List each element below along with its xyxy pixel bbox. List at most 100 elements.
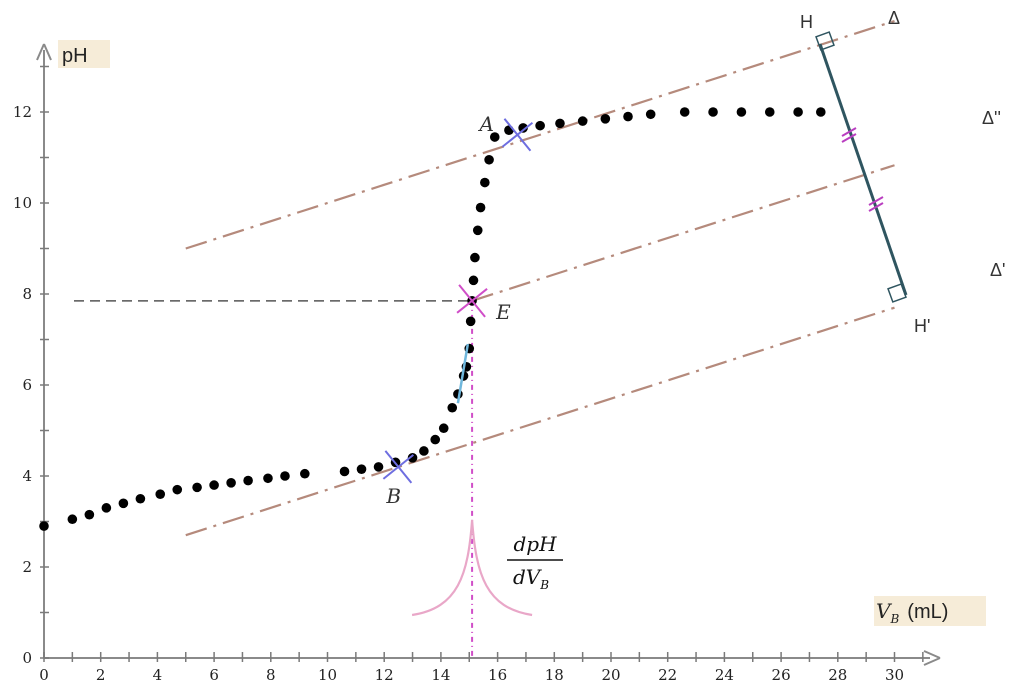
x-tick-label: 30 [885, 666, 904, 684]
data-point [135, 493, 146, 504]
data-point [555, 118, 565, 129]
point-B-marker [382, 450, 414, 484]
data-point [447, 402, 458, 413]
axes-layer: 0 2 4 6 8 10 12 14 16 18 20 22 24 26 28 30024681012pHVB… [13, 40, 986, 684]
x-axis-label-bg [874, 596, 986, 626]
right-angle-marker-H-prime [887, 283, 907, 303]
data-point [535, 120, 545, 131]
data-point [67, 514, 78, 525]
data-point [484, 154, 494, 165]
data-point [155, 489, 166, 500]
x-axis-label-unit: (mL) [907, 601, 948, 623]
data-point [645, 109, 656, 120]
data-point [815, 107, 826, 117]
data-point [339, 466, 350, 477]
data-point [300, 468, 310, 479]
data-point [518, 123, 528, 133]
point-B-label: B [385, 484, 401, 508]
y-tick-label: 8 [22, 285, 32, 303]
derivative-curve [411, 519, 533, 617]
x-tick-label: 6 [209, 666, 219, 684]
data-point [489, 132, 500, 142]
data-point [419, 446, 429, 456]
data-point [472, 225, 483, 236]
guides-layer: Δ Δ'' Δ' [74, 8, 1005, 658]
tangent-line-delta-label: Δ [888, 8, 900, 28]
x-tick-label: 12 [375, 666, 394, 684]
x-tick-label: 20 [601, 666, 620, 684]
data-point [468, 275, 479, 286]
data-point [243, 475, 253, 486]
y-tick-label: 10 [13, 194, 32, 212]
x-tick-label: 18 [545, 666, 564, 684]
data-point [39, 521, 49, 531]
data-point [623, 111, 633, 122]
x-tick-label: 26 [772, 666, 791, 684]
steep-segment-highlight [456, 343, 470, 404]
point-A-label: A [477, 112, 493, 136]
right-angle-marker-H [815, 31, 835, 51]
x-axis-label-sub: B [889, 612, 899, 626]
data-point [430, 434, 441, 445]
data-point [263, 473, 273, 484]
perpendicular-segment [818, 43, 908, 296]
derivative-denominator-var: dV [513, 565, 543, 589]
equal-length-tick [868, 196, 884, 212]
x-tick-label: 10 [318, 666, 337, 684]
data-point [793, 107, 803, 117]
data-point [708, 107, 718, 117]
y-axis-label-bg [58, 40, 110, 68]
x-tick-label: 2 [96, 666, 106, 684]
point-A-marker [501, 118, 534, 152]
x-tick-label: 16 [488, 666, 507, 684]
point-H-label: H [800, 12, 813, 32]
tangent-line-delta-prime [185, 306, 895, 537]
data-point [736, 107, 747, 117]
data-series [39, 107, 826, 531]
tangent-line-delta-double-prime [471, 164, 895, 302]
y-axis-label: pH [62, 45, 88, 67]
x-tick-label: 14 [431, 666, 450, 684]
derivative-numerator: dpH [513, 532, 557, 556]
y-tick-label: 6 [22, 376, 32, 394]
derivative-denominator-sub: B [539, 578, 549, 592]
tangent-line-delta-double-prime-label: Δ'' [982, 108, 1001, 128]
data-point [438, 423, 449, 434]
data-point [373, 462, 384, 472]
point-E-marker [456, 284, 488, 318]
x-axis-label: VB (mL) [876, 599, 948, 626]
data-point [679, 107, 690, 117]
x-axis-arrow [923, 650, 941, 666]
data-point [577, 116, 588, 126]
point-H-prime-label: H' [914, 316, 930, 336]
derivative-denominator: dVB [513, 565, 549, 592]
data-point [764, 107, 775, 117]
data-point [226, 478, 236, 488]
x-tick-label: 28 [828, 666, 847, 684]
data-point [118, 498, 129, 509]
data-point [209, 480, 219, 490]
data-point [101, 503, 112, 513]
data-point [470, 252, 480, 263]
data-point [600, 114, 611, 124]
data-point [356, 464, 367, 474]
tangent-line-delta [185, 19, 895, 250]
x-axis-label-var: V [876, 599, 893, 623]
data-point [84, 509, 95, 520]
y-tick-label: 4 [22, 467, 32, 485]
data-point [407, 453, 418, 463]
x-tick-label: 24 [715, 666, 734, 684]
y-tick-label: 0 [22, 649, 32, 667]
y-axis-arrow [36, 43, 52, 61]
tangent-line-delta-prime-label: Δ' [990, 260, 1005, 280]
data-point [465, 316, 476, 327]
x-tick-label: 8 [266, 666, 276, 684]
point-E-label: E [495, 300, 511, 324]
y-tick-label: 2 [22, 558, 32, 576]
data-point [192, 482, 202, 493]
equal-length-tick [841, 127, 857, 143]
x-tick-label: 0 [39, 666, 49, 684]
x-tick-label: 22 [658, 666, 677, 684]
